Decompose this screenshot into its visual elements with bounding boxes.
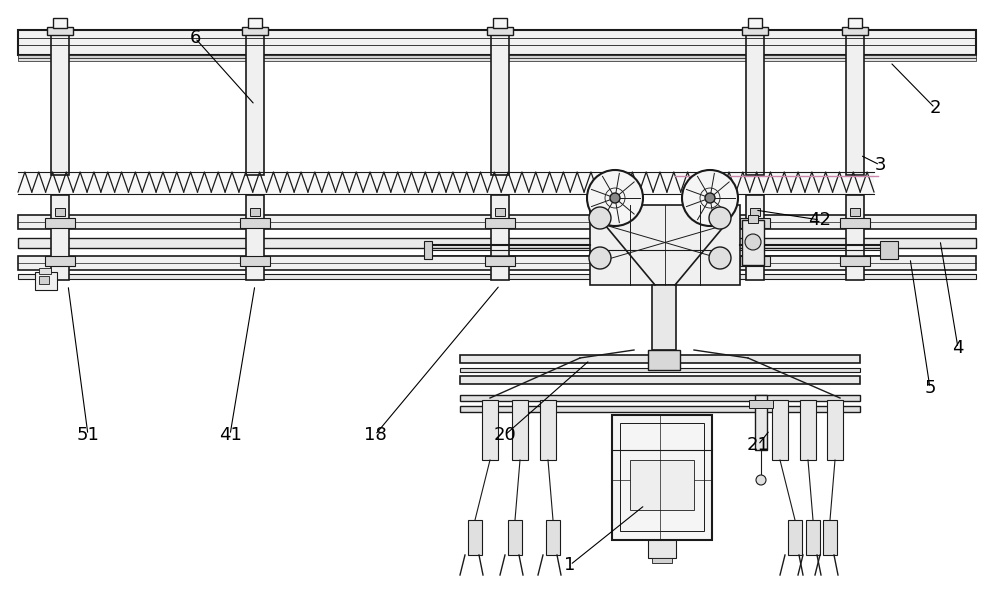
Circle shape: [589, 247, 611, 269]
Bar: [240, 256, 270, 266]
Bar: [652, 558, 672, 563]
Bar: [248, 18, 262, 28]
Text: 51: 51: [77, 426, 99, 444]
Bar: [827, 400, 843, 460]
Bar: [620, 423, 704, 531]
Bar: [748, 215, 758, 223]
Circle shape: [705, 193, 715, 203]
Bar: [47, 27, 73, 35]
Circle shape: [709, 247, 731, 269]
Bar: [491, 30, 509, 175]
Bar: [460, 376, 860, 384]
Bar: [18, 238, 976, 248]
Bar: [612, 415, 712, 540]
Bar: [755, 395, 767, 450]
Bar: [55, 208, 65, 216]
Bar: [487, 27, 513, 35]
Bar: [39, 268, 51, 274]
Bar: [740, 218, 770, 228]
Bar: [740, 256, 770, 266]
Bar: [18, 274, 976, 279]
Bar: [512, 400, 528, 460]
Bar: [460, 368, 860, 372]
Bar: [460, 406, 860, 412]
Circle shape: [709, 207, 731, 229]
Bar: [460, 355, 860, 363]
Bar: [742, 220, 764, 265]
Bar: [468, 520, 482, 555]
Bar: [491, 195, 509, 280]
Bar: [848, 18, 862, 28]
Text: 3: 3: [874, 156, 886, 174]
Bar: [746, 30, 764, 175]
Bar: [485, 218, 515, 228]
Text: 4: 4: [952, 339, 964, 357]
Bar: [485, 256, 515, 266]
Bar: [45, 256, 75, 266]
Text: 1: 1: [564, 556, 576, 574]
Circle shape: [589, 207, 611, 229]
Text: 20: 20: [494, 426, 516, 444]
Circle shape: [745, 234, 761, 250]
Bar: [748, 18, 762, 28]
Bar: [880, 241, 898, 259]
Circle shape: [682, 170, 738, 226]
Bar: [630, 460, 694, 510]
Bar: [750, 208, 760, 216]
Bar: [246, 30, 264, 175]
Bar: [51, 30, 69, 175]
Bar: [53, 18, 67, 28]
Bar: [746, 195, 764, 280]
Bar: [18, 55, 976, 58]
Text: 18: 18: [364, 426, 386, 444]
Bar: [842, 27, 868, 35]
Bar: [806, 520, 820, 555]
Bar: [51, 195, 69, 280]
Bar: [495, 208, 505, 216]
Text: 41: 41: [219, 426, 241, 444]
Text: 42: 42: [808, 211, 831, 229]
Bar: [424, 241, 432, 259]
Bar: [546, 520, 560, 555]
Bar: [246, 195, 264, 280]
Bar: [242, 27, 268, 35]
Circle shape: [610, 193, 620, 203]
Bar: [648, 540, 676, 558]
Text: 5: 5: [924, 379, 936, 397]
Bar: [648, 350, 680, 370]
Bar: [39, 276, 49, 284]
Circle shape: [756, 475, 766, 485]
Bar: [846, 30, 864, 175]
Text: 6: 6: [189, 29, 201, 47]
Text: 2: 2: [929, 99, 941, 117]
Bar: [840, 218, 870, 228]
Bar: [840, 256, 870, 266]
Bar: [35, 272, 57, 290]
Bar: [18, 30, 976, 55]
Bar: [846, 195, 864, 280]
Bar: [590, 205, 740, 285]
Bar: [800, 400, 816, 460]
Bar: [18, 215, 976, 229]
Bar: [45, 218, 75, 228]
Bar: [18, 256, 976, 270]
Bar: [850, 208, 860, 216]
Bar: [749, 400, 773, 408]
Bar: [240, 218, 270, 228]
Bar: [823, 520, 837, 555]
Bar: [18, 172, 874, 194]
Text: 21: 21: [747, 436, 769, 454]
Bar: [460, 395, 860, 401]
Circle shape: [587, 170, 643, 226]
Bar: [652, 285, 676, 350]
Bar: [772, 400, 788, 460]
Bar: [250, 208, 260, 216]
Bar: [788, 520, 802, 555]
Bar: [540, 400, 556, 460]
Bar: [508, 520, 522, 555]
Bar: [493, 18, 507, 28]
Bar: [18, 58, 976, 61]
Bar: [742, 27, 768, 35]
Bar: [482, 400, 498, 460]
